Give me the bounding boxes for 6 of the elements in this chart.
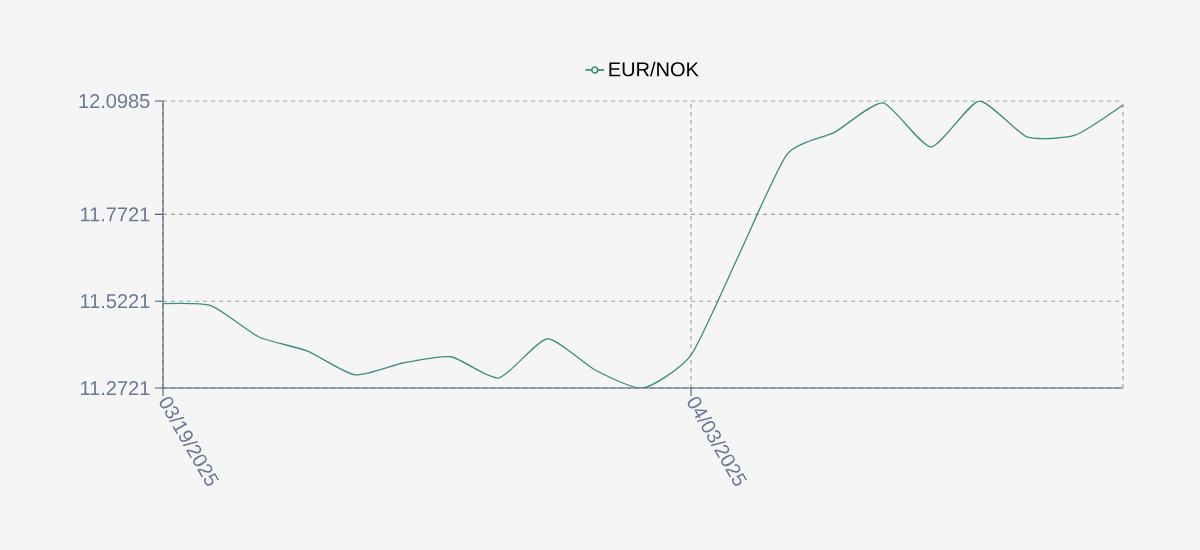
y-tick-label: 12.0985 (79, 93, 150, 109)
y-tick-label: 11.5221 (81, 294, 150, 309)
legend-label: EUR/NOK (609, 61, 699, 77)
y-tick-label: 11.2721 (81, 381, 150, 395)
line-series (163, 101, 1124, 388)
y-tick-label: 11.7721 (81, 207, 150, 222)
